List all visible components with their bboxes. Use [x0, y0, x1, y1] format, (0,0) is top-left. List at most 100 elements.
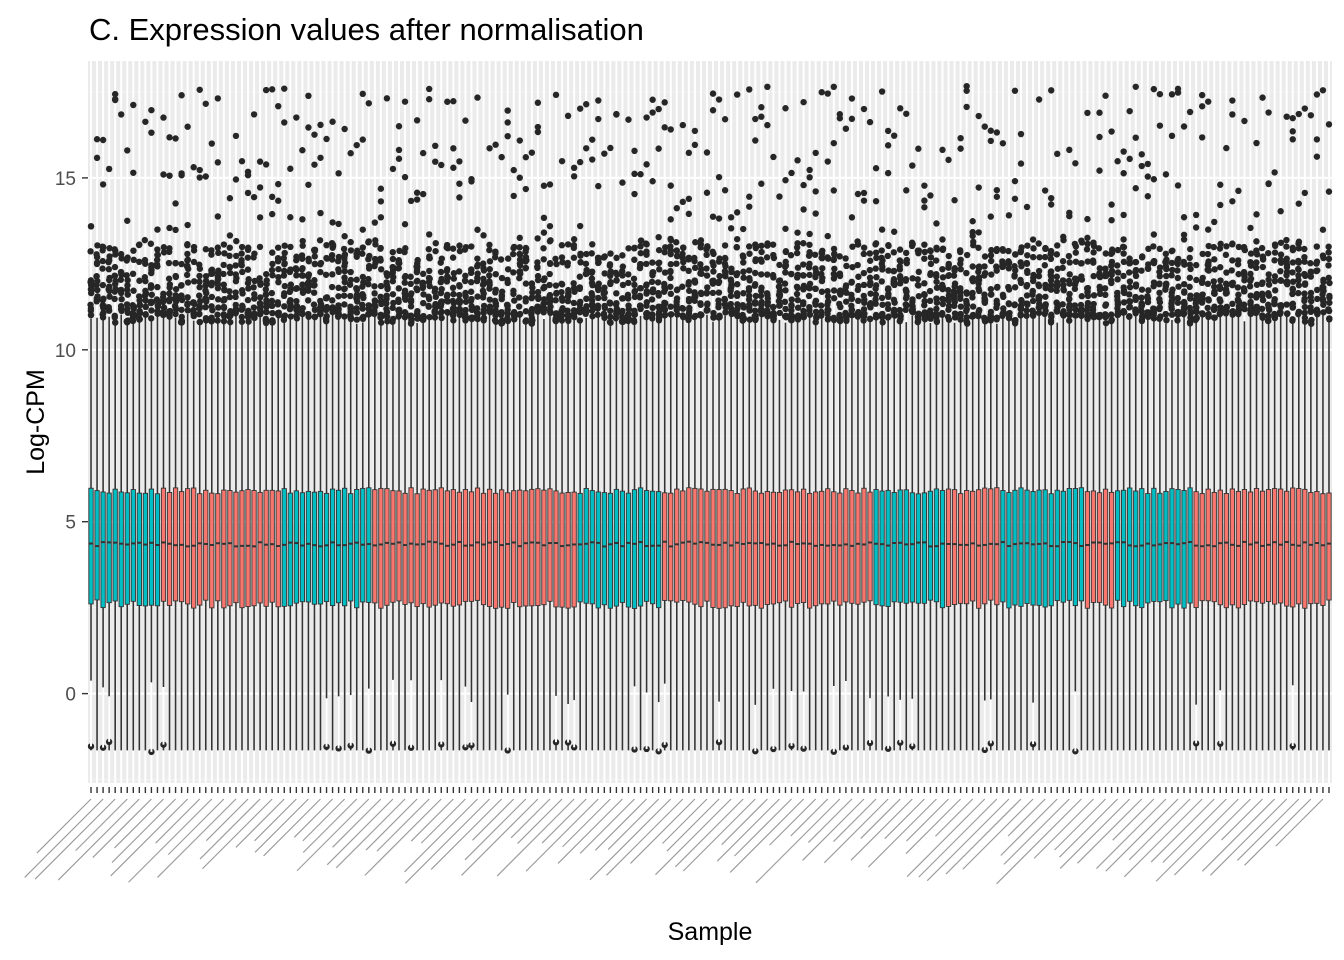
sample-box [866, 118, 874, 751]
outlier-point [1314, 310, 1321, 318]
x-tick-label-stroke [1059, 798, 1119, 858]
outlier-point [268, 210, 276, 218]
outlier-point [824, 232, 831, 240]
outlier-point [1030, 274, 1037, 281]
outlier-point [884, 169, 892, 177]
outlier-point [817, 302, 825, 309]
box-iqr [1247, 491, 1254, 602]
outlier-point [697, 301, 704, 308]
outlier-point [993, 267, 1000, 274]
outlier-point [215, 304, 222, 311]
outlier-point [999, 291, 1007, 299]
outlier-point [866, 266, 874, 274]
box-iqr [323, 492, 330, 602]
outlier-point [679, 304, 686, 312]
outlier-point [776, 309, 783, 317]
outlier-point [805, 264, 813, 271]
outlier-point [1017, 312, 1024, 319]
outlier-point [800, 309, 807, 317]
outlier-point [390, 273, 397, 281]
outlier-point [389, 318, 396, 325]
outlier-point [612, 269, 620, 277]
outlier-point [915, 268, 922, 276]
outlier-point [196, 310, 203, 317]
outlier-point [341, 313, 348, 320]
sample-box [1065, 146, 1073, 751]
outlier-point [848, 311, 855, 318]
outlier-point [969, 228, 976, 236]
outlier-point [794, 304, 802, 311]
outlier-point [751, 307, 759, 314]
outlier-point [317, 268, 324, 276]
outlier-point [1066, 306, 1073, 313]
outlier-point [649, 109, 656, 116]
outlier-point [963, 103, 970, 111]
box-iqr [957, 493, 964, 604]
sample-box [1313, 91, 1321, 751]
outlier-point [740, 225, 747, 233]
outlier-point [468, 295, 475, 303]
sample-box [1319, 87, 1327, 751]
sample-box [1228, 97, 1237, 751]
box-iqr [752, 490, 758, 606]
outlier-point [782, 105, 789, 112]
outlier-point [631, 309, 638, 316]
outlier-point [256, 158, 264, 165]
outlier-point [1144, 173, 1152, 180]
outlier-point [377, 198, 385, 205]
outlier-point [511, 297, 518, 304]
outlier-point [1283, 310, 1291, 318]
outlier-point [462, 298, 470, 305]
outlier-point [860, 250, 868, 258]
sample-box [1240, 117, 1249, 751]
outlier-point [812, 297, 820, 305]
outlier-point [335, 170, 342, 177]
outlier-point [722, 304, 729, 311]
outlier-point [963, 251, 971, 259]
x-tick-label-stroke [496, 798, 575, 877]
outlier-point [631, 287, 639, 295]
outlier-point [263, 308, 270, 316]
outlier-point [842, 125, 850, 132]
outlier-point [437, 299, 445, 306]
outlier-point [432, 142, 439, 150]
outlier-point [1017, 302, 1025, 309]
outlier-point [226, 288, 233, 295]
x-tick-label-stroke [1112, 798, 1155, 841]
outlier-point [160, 244, 168, 251]
outlier-point [903, 259, 910, 267]
outlier-point [1295, 265, 1302, 273]
outlier-point [866, 118, 874, 126]
sample-box [793, 157, 802, 751]
outlier-point [1253, 294, 1260, 301]
outlier-point [855, 273, 862, 280]
outlier-point [909, 162, 916, 169]
outlier-point [1223, 144, 1230, 152]
outlier-point [654, 279, 662, 286]
outlier-point [951, 289, 958, 296]
outlier-point [1120, 258, 1128, 266]
outlier-point [746, 306, 753, 314]
outlier-point [1326, 292, 1333, 300]
outlier-point [902, 249, 910, 257]
outlier-point [625, 245, 632, 252]
outlier-point [770, 309, 777, 317]
outlier-point [438, 275, 445, 283]
outlier-point [848, 295, 855, 302]
outlier-point [178, 281, 185, 289]
outlier-point [462, 289, 469, 297]
outlier-point [130, 169, 137, 176]
outlier-point [667, 236, 675, 244]
outlier-point [836, 289, 843, 296]
outlier-point [655, 145, 662, 152]
outlier-point [782, 176, 789, 184]
outlier-point [1071, 302, 1079, 309]
sample-box [588, 136, 596, 751]
outlier-point [685, 287, 693, 294]
box-iqr [191, 487, 197, 609]
outlier-point [649, 288, 656, 295]
outlier-point [226, 263, 233, 271]
outlier-point [776, 291, 784, 298]
x-tick-label-stroke [850, 798, 913, 861]
outlier-point [915, 316, 922, 323]
